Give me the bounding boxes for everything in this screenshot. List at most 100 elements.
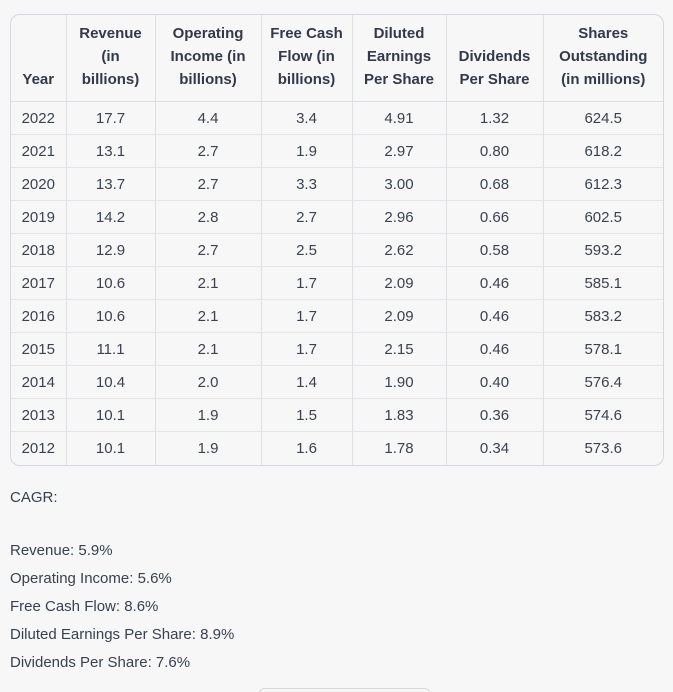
table-cell: 4.91 [352,101,447,135]
table-cell: 13.7 [66,167,156,201]
table-cell: 2.5 [261,233,353,267]
table-cell: 1.90 [352,365,447,399]
cagr-free-cash-flow: Free Cash Flow: 8.6% [10,598,159,615]
table-cell: 2015 [11,332,67,366]
table-cell: 13.1 [66,134,156,168]
column-header: Diluted Earnings Per Share [352,15,447,102]
financial-table: Year Revenue (in billions) Operating Incom… [11,15,663,465]
table-cell: 0.68 [446,167,544,201]
table-cell: 593.2 [543,233,663,267]
table-cell: 1.32 [446,101,544,135]
table-cell: 1.4 [261,365,353,399]
table-cell: 11.1 [66,332,156,366]
table-cell: 602.5 [543,200,663,234]
table-cell: 2.1 [155,299,262,333]
table-cell: 2.7 [155,167,262,201]
table-cell: 17.7 [66,101,156,135]
table-row: 2022 17.7 4.4 3.4 4.91 1.32 624.5 [11,101,663,135]
cagr-section: CAGR: Revenue: 5.9% Operating Income: 5.… [10,484,234,677]
table-cell: 2.7 [261,200,353,234]
column-header: Dividends Per Share [446,15,544,102]
table-cell: 2017 [11,266,67,300]
table-cell: 2.8 [155,200,262,234]
table-cell: 2016 [11,299,67,333]
table-cell: 0.34 [446,431,544,465]
table-cell: 1.9 [261,134,353,168]
financial-table-container: Year Revenue (in billions) Operating Incom… [10,14,664,466]
table-cell: 2.09 [352,299,447,333]
table-cell: 2.62 [352,233,447,267]
table-cell: 2.0 [155,365,262,399]
table-body: 2022 17.7 4.4 3.4 4.91 1.32 624.5 2021 13.1 2.7 1.… [11,101,663,465]
table-cell: 2.09 [352,266,447,300]
table-cell: 0.46 [446,299,544,333]
table-row: 2014 10.4 2.0 1.4 1.90 0.40 576.4 [11,365,663,399]
table-cell: 3.4 [261,101,353,135]
table-cell: 3.00 [352,167,447,201]
table-cell: 1.78 [352,431,447,465]
table-row: 2017 10.6 2.1 1.7 2.09 0.46 585.1 [11,266,663,300]
table-cell: 1.5 [261,398,353,432]
table-row: 2018 12.9 2.7 2.5 2.62 0.58 593.2 [11,233,663,267]
column-header: Free Cash Flow (in billions) [261,15,353,102]
table-cell: 1.6 [261,431,353,465]
table-cell: 618.2 [543,134,663,168]
table-cell: 2.1 [155,332,262,366]
table-header-row: Year Revenue (in billions) Operating Incom… [11,15,663,102]
table-cell: 583.2 [543,299,663,333]
table-cell: 1.7 [261,299,353,333]
table-cell: 1.7 [261,332,353,366]
table-cell: 573.6 [584,439,623,457]
table-cell: 1.83 [352,398,447,432]
table-cell: 14.2 [66,200,156,234]
table-cell: 0.36 [446,398,544,432]
table-cell: 2019 [11,200,67,234]
table-row: 2012 10.1 1.9 1.6 1.78 0.34 573.6 [11,431,663,465]
table-row: 2019 14.2 2.8 2.7 2.96 0.66 602.5 [11,200,663,234]
cagr-dividends-per-share: Dividends Per Share: 7.6% [10,654,191,671]
table-cell: 2012 [11,431,67,465]
table-row: 2013 10.1 1.9 1.5 1.83 0.36 574.6 [11,398,663,432]
table-cell: 0.58 [446,233,544,267]
table-cell: 2021 [11,134,67,168]
table-cell: 2020 [11,167,67,201]
table-cell: 576.4 [543,365,663,399]
table-cell: 10.1 [66,398,156,432]
table-cell: 4.4 [155,101,262,135]
table-row: 2021 13.1 2.7 1.9 2.97 0.80 618.2 [11,134,663,168]
table-cell: 10.4 [66,365,156,399]
cagr-revenue: Revenue: 5.9% [10,542,113,559]
table-cell: 10.6 [66,299,156,333]
table-cell: 3.3 [261,167,353,201]
partial-element-top-edge [258,688,431,692]
table-cell: 578.1 [543,332,663,366]
table-cell: 0.46 [446,266,544,300]
table-cell: 624.5 [543,101,663,135]
table-cell: 0.80 [446,134,544,168]
cagr-diluted-eps: Diluted Earnings Per Share: 8.9% [10,626,235,643]
table-cell: 12.9 [66,233,156,267]
column-header: Year [11,15,67,102]
table-cell: 0.66 [446,200,544,234]
table-cell: 1.7 [261,266,353,300]
cagr-operating-income: Operating Income: 5.6% [10,570,172,587]
column-header: Shares Outstanding (in millions) [543,15,663,102]
table-cell: 2.96 [352,200,447,234]
table-cell: 2.7 [155,134,262,168]
table-cell: 1.9 [155,431,262,465]
table-row: 2015 11.1 2.1 1.7 2.15 0.46 578.1 [11,332,663,366]
table-cell: 10.6 [66,266,156,300]
table-cell: 612.3 [543,167,663,201]
table-cell: 2018 [11,233,67,267]
table-cell: 2013 [11,398,67,432]
table-cell: 10.1 [66,431,156,465]
column-header: Revenue (in billions) [66,15,156,102]
table-cell: 2022 [11,101,67,135]
table-cell: 2014 [11,365,67,399]
table-cell: 585.1 [543,266,663,300]
table-cell: 2.15 [352,332,447,366]
column-header: Operating Income (in billions) [155,15,262,102]
table-cell: 0.40 [446,365,544,399]
table-cell: 2.1 [155,266,262,300]
